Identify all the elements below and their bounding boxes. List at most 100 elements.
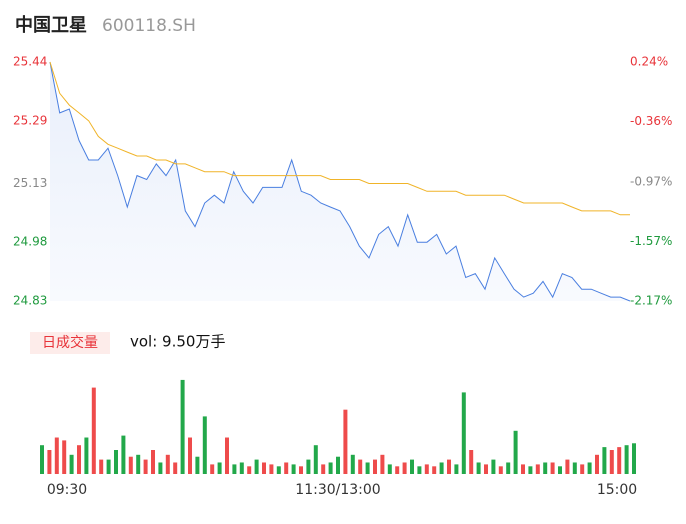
- volume-bar: [587, 462, 592, 474]
- volume-bar: [602, 447, 607, 474]
- volume-bar: [365, 462, 370, 474]
- volume-bar: [180, 379, 185, 474]
- volume-bar: [595, 454, 599, 474]
- volume-bar: [380, 454, 385, 474]
- volume-bar: [387, 464, 392, 474]
- volume-bar: [84, 437, 89, 474]
- volume-bar: [40, 445, 44, 474]
- volume-bar: [358, 459, 363, 474]
- volume-bar: [247, 466, 252, 474]
- volume-bar: [543, 462, 548, 474]
- volume-bar: [580, 464, 585, 474]
- x-tick-label: 11:30/13:00: [295, 482, 380, 498]
- y-tick-label: 25.13: [13, 176, 47, 190]
- y2-tick-label: -1.57%: [630, 234, 672, 248]
- price-line: [49, 61, 631, 302]
- y2-tick-label: -0.97%: [630, 174, 672, 188]
- x-tick-label: 09:30: [47, 482, 87, 498]
- volume-bar: [373, 459, 377, 474]
- volume-bar: [572, 462, 577, 474]
- volume-bar: [506, 462, 511, 474]
- volume-bar: [136, 454, 141, 474]
- volume-bar: [69, 454, 74, 474]
- volume-bar: [173, 462, 178, 474]
- volume-label: 日成交量: [42, 334, 98, 351]
- volume-bar: [62, 440, 67, 474]
- volume-bar: [106, 459, 111, 474]
- stock-code: 600118.SH: [102, 16, 196, 36]
- y2-tick-label: -2.17%: [630, 294, 672, 308]
- volume-bar: [484, 464, 488, 474]
- price-area: [50, 62, 630, 301]
- volume-bar: [343, 409, 348, 474]
- volume-bar: [609, 450, 614, 474]
- volume-bar: [498, 466, 503, 474]
- volume-bar: [158, 462, 163, 474]
- volume-bar: [558, 466, 562, 474]
- volume-bar: [313, 445, 318, 474]
- volume-bar: [454, 464, 459, 474]
- volume-bar: [77, 445, 81, 474]
- volume-bar: [432, 466, 437, 474]
- y2-tick-label: 0.24%: [630, 55, 668, 69]
- volume-bar: [528, 466, 533, 474]
- volume-bar: [336, 456, 340, 474]
- volume-bar: [417, 466, 422, 474]
- volume-bar: [114, 450, 118, 474]
- volume-bar: [188, 437, 192, 474]
- volume-bar: [210, 464, 215, 474]
- volume-bar: [624, 445, 629, 474]
- volume-bar: [91, 387, 96, 474]
- volume-bar: [47, 450, 52, 474]
- volume-bar: [410, 459, 414, 474]
- volume-bar: [165, 454, 170, 474]
- y-tick-label: 24.98: [13, 235, 47, 249]
- volume-bar: [328, 462, 333, 474]
- volume-bar: [217, 462, 222, 474]
- volume-bar: [299, 466, 303, 474]
- average-line: [49, 61, 630, 216]
- volume-bar: [439, 462, 444, 474]
- volume-bar: [321, 464, 326, 474]
- volume-bar: [350, 454, 355, 474]
- volume-bar: [121, 435, 126, 474]
- volume-bar: [395, 466, 400, 474]
- volume-bar: [535, 464, 540, 474]
- volume-bar: [99, 459, 104, 474]
- volume-bar: [262, 462, 266, 474]
- volume-bar: [195, 456, 200, 474]
- volume-bar: [306, 459, 311, 474]
- volume-bar: [513, 430, 518, 474]
- volume-bar: [491, 459, 496, 474]
- volume-bar: [617, 447, 622, 474]
- volume-bar: [284, 462, 289, 474]
- volume-bar: [402, 462, 407, 474]
- volume-bar: [54, 437, 59, 474]
- volume-bar: [291, 464, 296, 474]
- volume-bar: [424, 464, 429, 474]
- volume-badge: [30, 332, 110, 354]
- volume-bar: [254, 459, 259, 474]
- stock-name: 中国卫星: [15, 14, 87, 36]
- volume-bar: [151, 450, 155, 474]
- volume-bar: [143, 459, 148, 474]
- volume-bar: [461, 392, 466, 474]
- volume-bar: [632, 443, 636, 474]
- volume-bar: [565, 459, 570, 474]
- volume-bar: [239, 462, 244, 474]
- volume-bar: [128, 456, 133, 474]
- volume-bar: [202, 416, 207, 474]
- y2-tick-label: -0.36%: [630, 114, 672, 128]
- volume-bar: [276, 466, 281, 474]
- volume-bar: [269, 464, 274, 474]
- volume-total: vol: 9.50万手: [130, 333, 225, 351]
- volume-bar: [521, 464, 525, 474]
- volume-bar: [476, 462, 481, 474]
- volume-bar: [232, 464, 237, 474]
- volume-bar: [225, 437, 229, 474]
- y-tick-label: 25.29: [13, 113, 47, 127]
- y-tick-label: 24.83: [13, 294, 47, 308]
- volume-bar: [447, 459, 451, 474]
- volume-bar: [550, 462, 555, 474]
